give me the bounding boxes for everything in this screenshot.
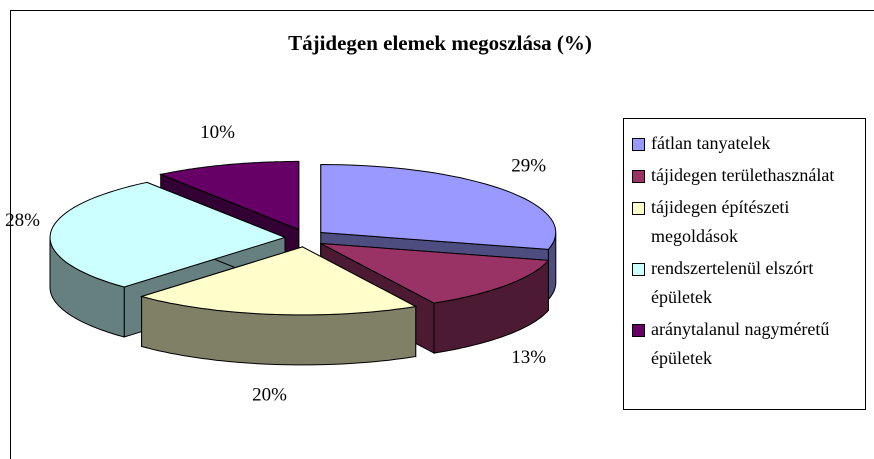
- legend-entry: tájidegen területhasználat: [632, 161, 861, 190]
- data-label: 13%: [511, 347, 546, 368]
- data-label: 29%: [511, 156, 546, 177]
- slice-top: [320, 243, 550, 304]
- chart-title: Tájidegen elemek megoszlása (%): [288, 31, 592, 55]
- legend-label: rendszertelenül elszórt épületek: [651, 258, 814, 307]
- data-label: 28%: [5, 210, 40, 231]
- legend-label: aránytalanul nagyméretű épületek: [651, 319, 830, 368]
- slice-top: [49, 181, 287, 288]
- slice-top: [158, 160, 300, 231]
- legend-entry: rendszertelenül elszórt épületek: [632, 254, 861, 312]
- legend-entry: tájidegen építészeti megoldások: [632, 193, 861, 251]
- data-label: 10%: [200, 122, 235, 143]
- legend-swatch: [632, 138, 645, 151]
- legend-entry: aránytalanul nagyméretű épületek: [632, 315, 861, 373]
- slice-top: [139, 246, 418, 316]
- legend-swatch: [632, 324, 645, 337]
- slice: [139, 246, 418, 366]
- legend-label: fátlan tanyatelek: [651, 133, 771, 153]
- legend-swatch: [632, 263, 645, 276]
- legend-label: tájidegen területhasználat: [651, 165, 835, 185]
- legend-label: tájidegen építészeti megoldások: [651, 197, 790, 246]
- slice-top: [320, 163, 557, 250]
- legend-swatch: [632, 170, 645, 183]
- legend-swatch: [632, 202, 645, 215]
- legend-entry: fátlan tanyatelek: [632, 129, 861, 158]
- data-label: 20%: [252, 385, 287, 406]
- legend: fátlan tanyatelek tájidegen területhaszná…: [623, 118, 866, 410]
